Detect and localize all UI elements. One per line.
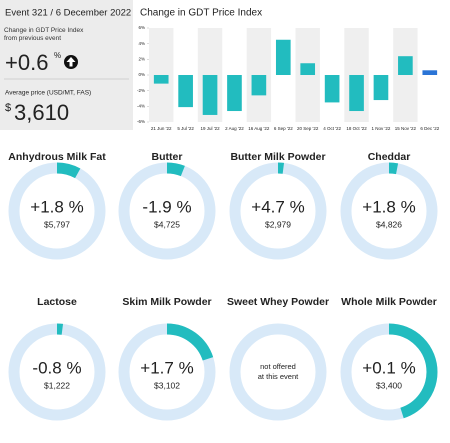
bar: [398, 56, 413, 75]
x-tick-label: 1 Nov '22: [372, 126, 391, 131]
product-grid: Anhydrous Milk Fat +1.8 % $5,797 Butter -1.9…: [8, 151, 438, 421]
change-value: +0.6: [5, 50, 48, 75]
product-name: Anhydrous Milk Fat: [8, 151, 106, 163]
bar: [349, 75, 364, 112]
product-name: Sweet Whey Powder: [227, 296, 329, 308]
price-label: Average price (USD/MT, FAS): [5, 90, 91, 97]
bar: [373, 75, 389, 101]
price: $3,102: [154, 380, 180, 390]
y-tick-label: -4%: [137, 104, 145, 109]
x-tick-label: 21 Jun '22: [151, 126, 172, 131]
bar: [300, 63, 316, 75]
x-tick-label: 16 Aug '22: [248, 126, 270, 131]
x-tick-label: 18 Oct '22: [346, 126, 367, 131]
y-tick-label: -6%: [137, 119, 145, 124]
bar: [275, 39, 291, 75]
bar: [422, 70, 438, 75]
ring-arc: [340, 323, 438, 421]
ring-arc: [118, 162, 216, 260]
change-label: Change in GDT Price Index from previous …: [4, 27, 84, 42]
price: $4,826: [376, 219, 402, 229]
ring-arc: [229, 162, 327, 260]
x-tick-label: 6 Sep '22: [274, 126, 293, 131]
ring-arc: [118, 323, 216, 421]
bar: [202, 75, 218, 115]
bar: [153, 75, 169, 84]
change: -0.8 %: [32, 358, 81, 377]
change: +0.1 %: [362, 358, 415, 377]
product-name: Whole Milk Powder: [341, 296, 437, 308]
product-name: Cheddar: [368, 151, 411, 163]
note: at this event: [258, 372, 299, 381]
y-tick-label: 0%: [138, 72, 145, 77]
y-tick-label: 2%: [138, 57, 145, 62]
bar: [227, 75, 242, 112]
event-title: Event 321 / 6 December 2022: [5, 8, 131, 19]
change-label-box: Change in GDT Price Index from previous …: [4, 27, 84, 42]
product-name: Skim Milk Powder: [122, 296, 211, 308]
note: not offered: [260, 362, 296, 371]
product-name: Butter Milk Powder: [230, 151, 325, 163]
price: $1,222: [44, 380, 70, 390]
ring-track: [229, 323, 327, 421]
x-tick-label: 15 Nov '22: [395, 126, 417, 131]
change: +1.8 %: [30, 197, 83, 216]
price: $4,725: [154, 219, 180, 229]
bar: [251, 75, 267, 96]
x-tick-label: 20 Sep '22: [297, 126, 319, 131]
price: $5,797: [44, 219, 70, 229]
chart-title: Change in GDT Price Index: [140, 8, 262, 19]
price-value: 3,610: [14, 100, 69, 125]
y-tick-label: 6%: [138, 25, 145, 30]
product-name: Butter: [152, 151, 183, 163]
price: $3,400: [376, 380, 402, 390]
price: $2,979: [265, 219, 291, 229]
change: +1.8 %: [362, 197, 415, 216]
change: -1.9 %: [142, 197, 191, 216]
bar-chart: -6% -4% -2% 0% 2% 4% 6% 21 Jun '22 5 Jul '22 19 J…: [137, 25, 440, 131]
product-name: Lactose: [37, 296, 77, 308]
x-tick-label: 5 Jul '22: [177, 126, 194, 131]
y-tick-label: -2%: [137, 88, 145, 93]
bar: [178, 75, 193, 108]
ring-arc: [340, 162, 438, 260]
x-tick-label: 19 Jul '22: [200, 126, 220, 131]
bar: [324, 75, 340, 103]
up-arrow: [66, 57, 76, 67]
change-unit: %: [54, 51, 61, 60]
ring-arc: [8, 323, 106, 421]
price-currency: $: [5, 102, 11, 114]
x-tick-label: 2 Aug '22: [225, 126, 244, 131]
change: +1.7 %: [140, 358, 193, 377]
x-tick-label: 4 Oct '22: [323, 126, 341, 131]
change: +4.7 %: [251, 197, 304, 216]
x-tick-label: 6 Dec '22: [420, 126, 439, 131]
ring-arc: [8, 162, 106, 260]
y-tick-label: 4%: [138, 41, 145, 46]
